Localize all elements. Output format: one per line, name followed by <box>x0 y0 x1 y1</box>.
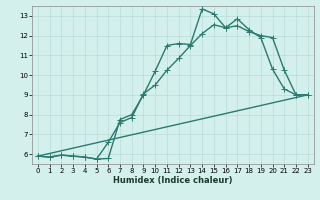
X-axis label: Humidex (Indice chaleur): Humidex (Indice chaleur) <box>113 176 233 185</box>
